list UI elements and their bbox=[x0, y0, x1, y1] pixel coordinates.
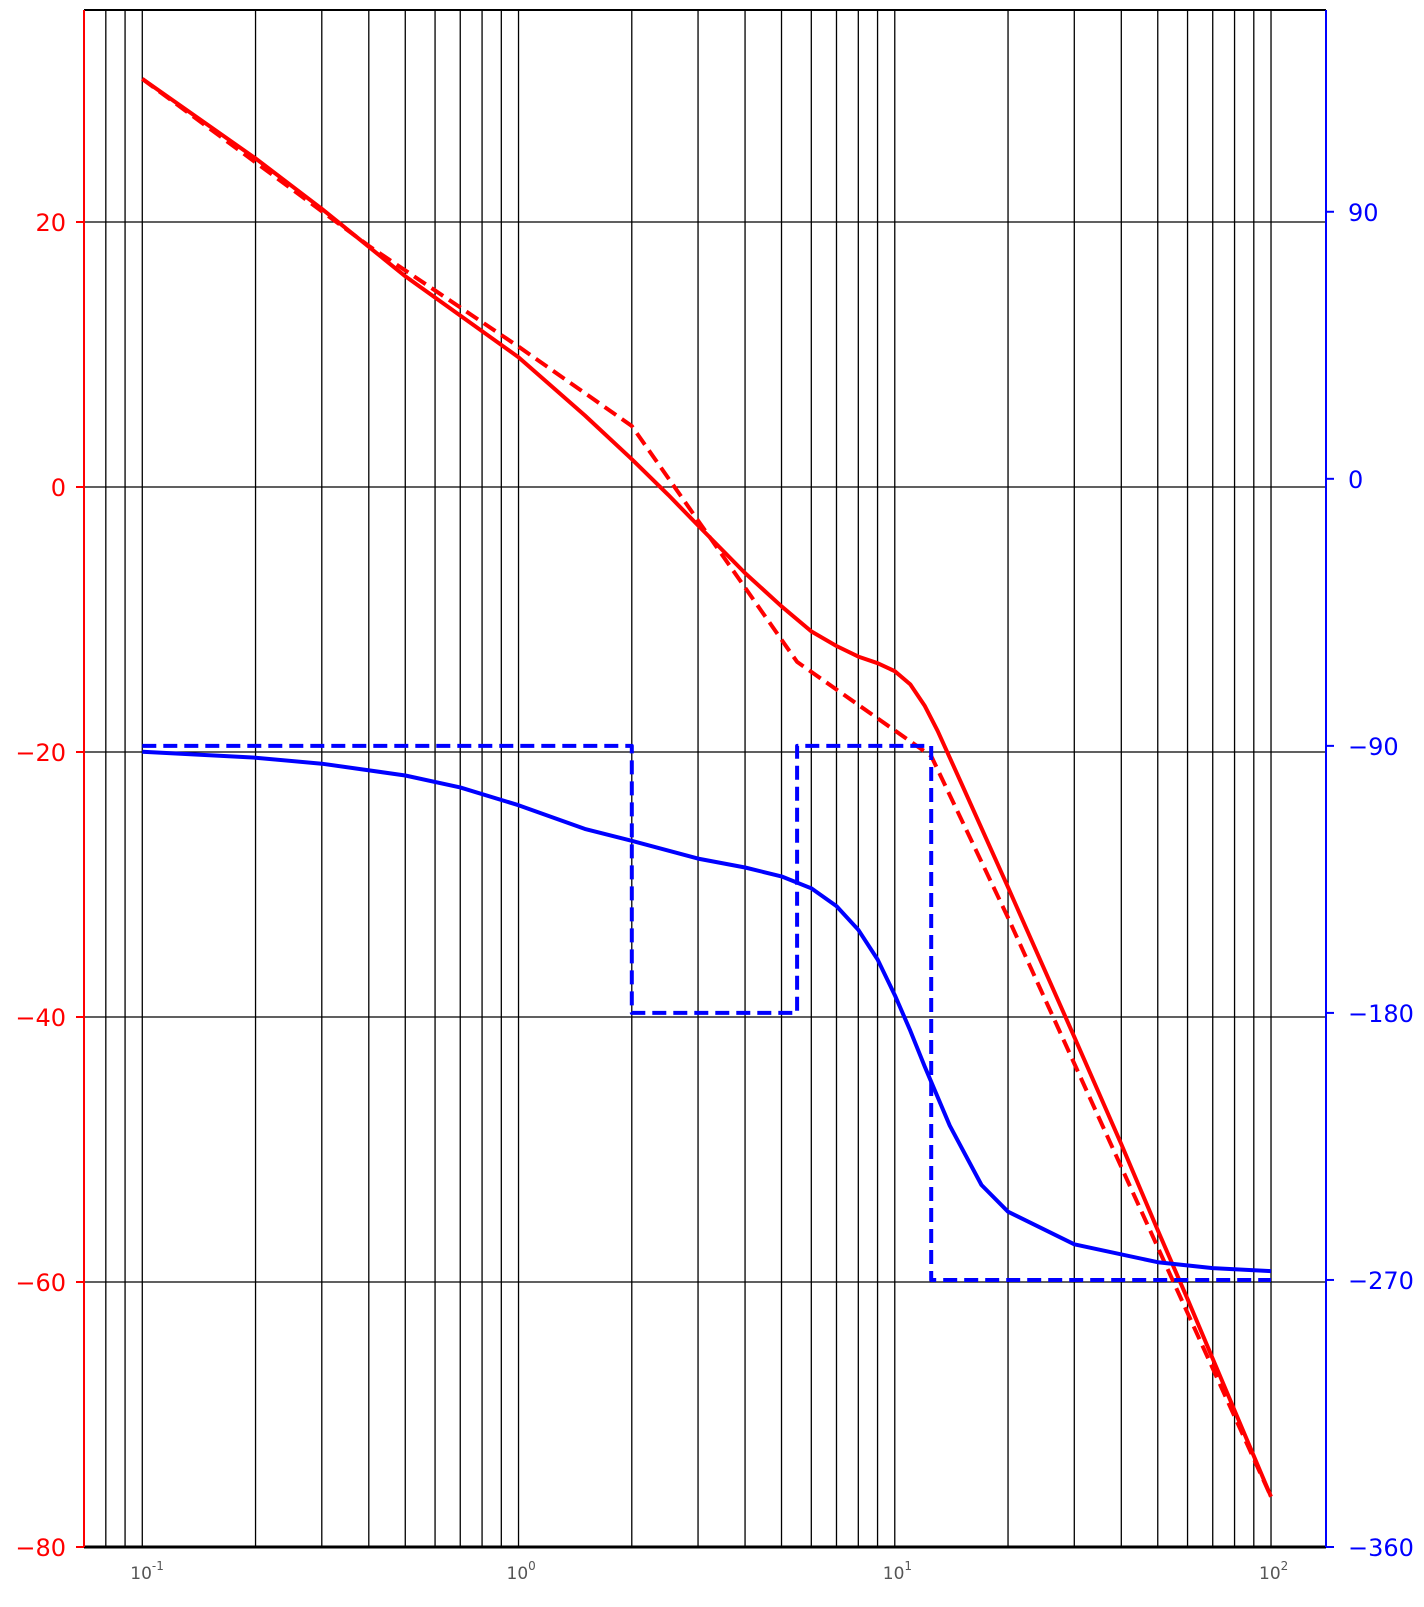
left-tick-label: −80 bbox=[15, 1534, 66, 1562]
x-axis-tick-labels: 10-1 100 101 102 bbox=[130, 1559, 1288, 1584]
x-tick-label: 101 bbox=[883, 1559, 912, 1584]
right-tick-label: −180 bbox=[1348, 1000, 1414, 1028]
magnitude-solid-series-line bbox=[141, 77, 1273, 1498]
phase-dashed-series-line bbox=[142, 743, 1271, 1282]
vertical-grid-lines bbox=[83, 10, 1272, 1547]
right-tick-label: 90 bbox=[1348, 199, 1379, 227]
left-tick-label: 20 bbox=[35, 209, 66, 237]
left-axis-tick-labels: 20 0 −20 −40 −60 −80 bbox=[15, 209, 84, 1562]
x-tick-label: 100 bbox=[507, 1559, 536, 1584]
left-tick-label: −20 bbox=[15, 739, 66, 767]
phase-solid-series-line bbox=[142, 749, 1272, 1274]
left-tick-label: 0 bbox=[51, 474, 66, 502]
right-tick-label: −360 bbox=[1348, 1534, 1414, 1562]
left-tick-label: −40 bbox=[15, 1004, 66, 1032]
right-axis-tick-labels: 90 0 −90 −180 −270 −360 bbox=[1326, 199, 1414, 1562]
right-tick-label: −270 bbox=[1348, 1267, 1414, 1295]
right-tick-label: 0 bbox=[1348, 466, 1363, 494]
x-tick-label: 102 bbox=[1259, 1559, 1288, 1584]
horizontal-grid-lines bbox=[84, 221, 1326, 1548]
left-tick-label: −60 bbox=[15, 1269, 66, 1297]
axes-layer bbox=[83, 9, 1327, 1549]
magnitude-dashed-series-line bbox=[141, 77, 1273, 1498]
right-tick-label: −90 bbox=[1348, 733, 1399, 761]
x-tick-label: 10-1 bbox=[130, 1559, 164, 1584]
series-layer bbox=[141, 77, 1273, 1498]
